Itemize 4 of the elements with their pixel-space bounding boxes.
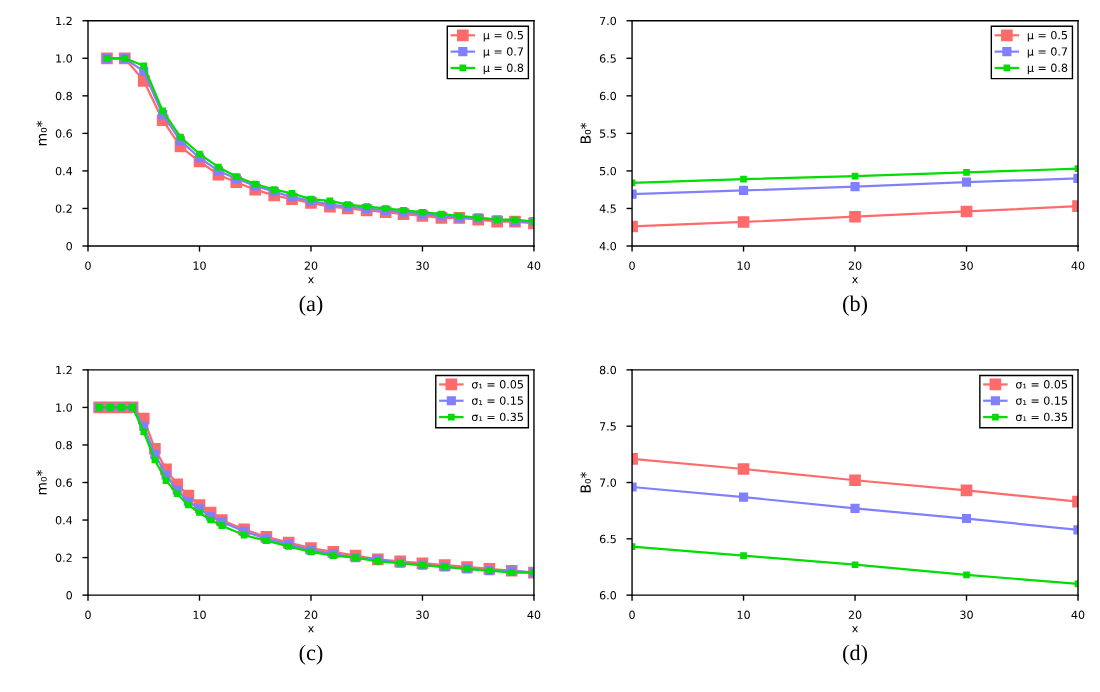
text: (a) [299, 295, 323, 316]
text: (d) [843, 644, 868, 665]
text: (c) [299, 644, 323, 665]
text: (b) [843, 295, 868, 316]
